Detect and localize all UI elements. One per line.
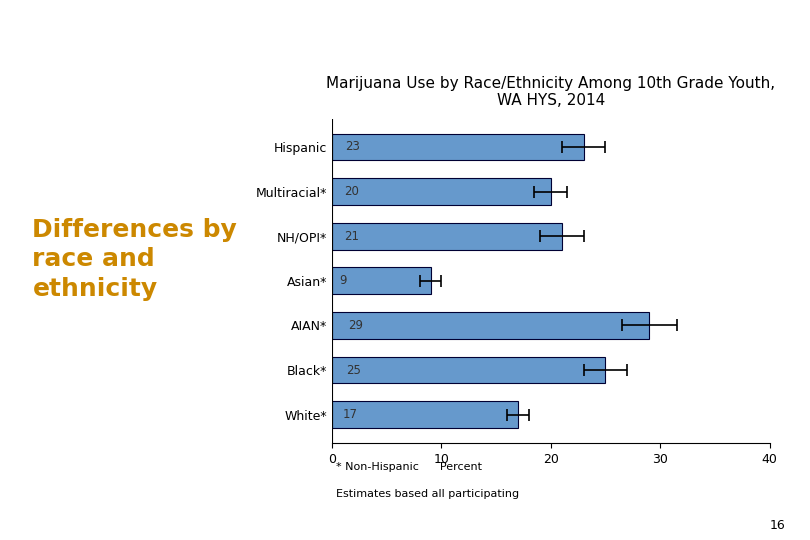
Text: 23: 23 — [345, 140, 360, 153]
Bar — [332, 223, 562, 249]
Title: Marijuana Use by Race/Ethnicity Among 10th Grade Youth,
WA HYS, 2014: Marijuana Use by Race/Ethnicity Among 10… — [326, 76, 775, 108]
Text: 25: 25 — [347, 363, 361, 376]
Text: 17: 17 — [343, 408, 358, 421]
Text: 29: 29 — [348, 319, 363, 332]
Bar — [332, 267, 431, 294]
Bar — [332, 133, 583, 160]
Text: * Non-Hispanic      Percent: * Non-Hispanic Percent — [336, 462, 482, 472]
Text: 21: 21 — [344, 230, 360, 242]
Bar — [332, 178, 551, 205]
Bar — [332, 356, 606, 383]
Text: 20: 20 — [344, 185, 359, 198]
Text: Differences by
race and
ethnicity: Differences by race and ethnicity — [32, 218, 237, 301]
Bar — [332, 312, 650, 339]
Bar — [332, 401, 518, 428]
Text: Estimates based all participating: Estimates based all participating — [336, 489, 519, 499]
Text: 9: 9 — [339, 274, 347, 287]
Text: 16: 16 — [770, 519, 786, 532]
